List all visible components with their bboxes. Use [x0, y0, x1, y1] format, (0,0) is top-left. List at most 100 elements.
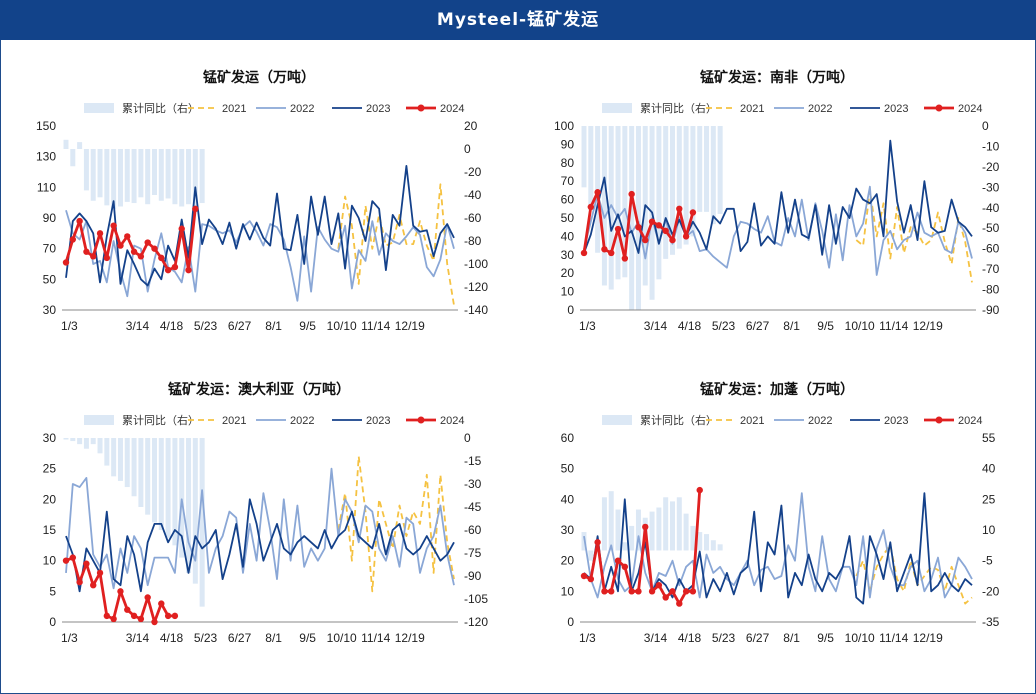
yoy-bar — [601, 126, 607, 286]
yoy-bar — [165, 149, 171, 199]
yoy-bar — [90, 438, 96, 445]
legend-label: 累计同比（右） — [122, 413, 199, 427]
point-2024 — [158, 600, 165, 607]
point-2024 — [192, 205, 199, 212]
legend-label: 2023 — [366, 415, 390, 427]
y2-tick-label: -90 — [464, 569, 482, 583]
yoy-bar — [710, 540, 716, 551]
yoy-bar — [145, 438, 151, 515]
yoy-bar — [70, 438, 76, 442]
point-2024 — [96, 230, 104, 237]
series-line-2023 — [65, 498, 455, 593]
point-2024 — [76, 217, 83, 225]
legend-marker-2024 — [935, 104, 943, 112]
point-2024 — [164, 612, 172, 620]
y2-tick-label: -30 — [982, 180, 1000, 194]
yoy-bar — [83, 438, 89, 449]
point-2024 — [682, 233, 690, 240]
yoy-bar — [669, 126, 675, 255]
y-tick-label: 20 — [561, 554, 575, 568]
y2-tick-label: -140 — [464, 303, 488, 317]
yoy-bar — [179, 438, 185, 558]
point-2024 — [158, 254, 165, 262]
point-2024 — [124, 233, 131, 240]
legend-swatch-bars — [84, 415, 114, 425]
x-tick-label: 10/10 — [845, 319, 875, 333]
legend-swatch-bars — [602, 103, 632, 113]
y-tick-label: 10 — [43, 554, 57, 568]
y2-tick-label: 55 — [982, 431, 996, 445]
x-tick-label: 11/14 — [361, 631, 390, 645]
y-tick-label: 20 — [561, 266, 575, 280]
y-tick-label: 30 — [43, 303, 57, 317]
point-2024 — [137, 615, 145, 623]
series-line-2022 — [65, 210, 455, 302]
x-tick-label: 4/18 — [678, 319, 702, 333]
yoy-bar — [663, 497, 669, 551]
y2-tick-label: -20 — [982, 584, 1000, 598]
y-tick-label: 70 — [561, 174, 575, 188]
y-tick-label: 70 — [43, 242, 57, 256]
x-tick-label: 6/27 — [746, 319, 770, 333]
series-line-2024 — [64, 208, 197, 272]
y-tick-label: 60 — [561, 431, 575, 445]
y2-tick-label: -80 — [982, 283, 1000, 297]
point-2024 — [648, 588, 656, 595]
yoy-bar — [138, 149, 144, 198]
legend-label: 累计同比（右） — [640, 101, 717, 115]
yoy-bar — [186, 149, 192, 205]
point-2024 — [62, 259, 70, 266]
point-2024 — [62, 557, 70, 564]
point-2024 — [614, 225, 622, 233]
x-tick-label: 5/23 — [712, 631, 736, 645]
yoy-bar — [676, 126, 682, 249]
yoy-bar — [669, 501, 675, 551]
yoy-bar — [697, 126, 703, 212]
y-tick-label: 30 — [561, 523, 575, 537]
y2-tick-label: -50 — [982, 221, 1000, 235]
point-2024 — [69, 236, 77, 243]
y2-tick-label: -70 — [982, 262, 1000, 276]
y2-tick-label: -5 — [982, 554, 993, 568]
x-tick-label: 10/10 — [327, 319, 357, 333]
x-tick-label: 6/27 — [228, 319, 252, 333]
y-tick-label: 40 — [561, 492, 575, 506]
point-2024 — [124, 606, 131, 613]
y2-tick-label: 10 — [982, 523, 996, 537]
legend-label: 累计同比（右） — [640, 413, 717, 427]
series-line-2024 — [583, 490, 702, 605]
y-tick-label: 20 — [43, 492, 57, 506]
yoy-bar — [629, 126, 635, 310]
point-2024 — [601, 588, 608, 595]
yoy-bar — [111, 149, 117, 209]
point-2024 — [110, 222, 117, 229]
y2-tick-label: -80 — [464, 234, 482, 248]
yoy-bar — [63, 139, 69, 149]
yoy-bar — [124, 149, 130, 202]
point-2024 — [696, 486, 703, 494]
x-tick-label: 11/14 — [879, 631, 908, 645]
point-2024 — [662, 594, 669, 601]
yoy-bar — [588, 550, 594, 561]
yoy-bar — [145, 149, 151, 205]
y-tick-label: 50 — [561, 211, 575, 225]
y-tick-label: 15 — [43, 523, 57, 537]
y-tick-label: 50 — [561, 462, 575, 476]
yoy-bar — [690, 126, 696, 237]
yoy-bar — [165, 438, 171, 538]
yoy-bar — [717, 126, 723, 214]
y2-tick-label: -45 — [464, 500, 482, 514]
point-2024 — [144, 594, 151, 601]
y2-tick-label: -15 — [464, 454, 482, 468]
yoy-bar — [77, 438, 83, 445]
x-tick-label: 10/10 — [327, 631, 357, 645]
point-2024 — [151, 245, 158, 252]
yoy-bar — [70, 149, 76, 167]
point-2024 — [151, 618, 158, 626]
x-tick-label: 3/14 — [126, 319, 150, 333]
x-tick-label: 5/23 — [194, 319, 218, 333]
y-tick-label: 25 — [43, 462, 57, 476]
legend-label: 2022 — [290, 103, 314, 115]
y-tick-label: 130 — [36, 150, 56, 164]
legend-label: 2024 — [958, 103, 982, 115]
